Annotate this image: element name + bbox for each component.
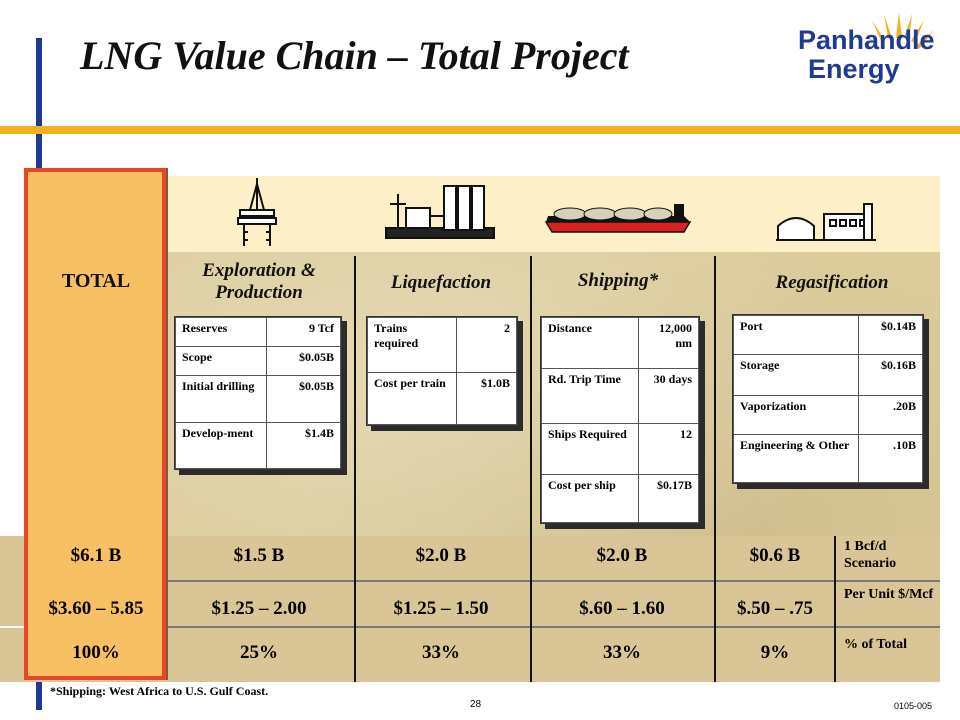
- table-cell-label: Cost per train: [367, 372, 457, 425]
- lng-tanker-icon: [544, 204, 692, 233]
- table-cell-value: $0.17B: [638, 474, 699, 523]
- total-column: [24, 168, 166, 680]
- table-cell-value: 30 days: [638, 368, 699, 424]
- oil-rig-icon: [237, 178, 277, 246]
- document-code: 0105-005: [894, 701, 933, 711]
- row1-exploration: $1.5 B: [233, 545, 285, 566]
- row2-regas: $.50 – .75: [737, 598, 813, 619]
- row1-label: 1 Bcf/d Scenario: [844, 539, 897, 571]
- table-cell-value: .10B: [858, 434, 923, 483]
- row1-regas: $0.6 B: [749, 545, 801, 566]
- column-divider-3: [714, 256, 716, 682]
- row1-liquefaction: $2.0 B: [415, 545, 467, 566]
- row2-shipping: $.60 – 1.60: [579, 598, 665, 619]
- table-cell-value: 12,000 nm: [638, 317, 699, 369]
- table-cell-value: $0.14B: [858, 315, 923, 355]
- table-row: Cost per train $1.0B: [367, 372, 517, 425]
- row3-total: 100%: [72, 642, 120, 663]
- table-cell-label: Reserves: [175, 317, 267, 347]
- sunburst-logo-icon: [862, 12, 934, 49]
- table-cell-value: 9 Tcf: [266, 317, 341, 347]
- table-cell-label: Rd. Trip Time: [541, 368, 639, 424]
- row3-exploration: 25%: [240, 642, 278, 663]
- header-exploration: Exploration & Production: [202, 260, 316, 303]
- exploration-detail-table: Reserves 9 Tcf Scope $0.05B Initial drilli…: [174, 316, 342, 470]
- header-regasification: Regasification: [775, 272, 889, 293]
- liquefaction-detail-table: Trains required 2 Cost per train $1.0B: [366, 316, 518, 426]
- table-cell-value: $1.0B: [456, 372, 517, 425]
- table-cell-value: 12: [638, 423, 699, 475]
- footnote: *Shipping: West Africa to U.S. Gulf Coas…: [50, 684, 269, 698]
- row3-shipping: 33%: [603, 642, 641, 663]
- regasification-terminal-icon: [776, 203, 876, 241]
- table-row: Engineering & Other .10B: [733, 434, 923, 483]
- row2-liquefaction: $1.25 – 1.50: [393, 598, 489, 619]
- table-cell-value: $1.4B: [266, 421, 341, 469]
- gold-divider: [0, 126, 960, 134]
- table-cell-value: $0.05B: [266, 375, 341, 423]
- table-cell-label: Cost per ship: [541, 474, 639, 523]
- table-row: Initial drilling $0.05B: [175, 375, 341, 423]
- table-row: Vaporization .20B: [733, 395, 923, 435]
- table-cell-label: Distance: [541, 317, 639, 369]
- table-cell-label: Scope: [175, 346, 267, 376]
- panhandle-energy-logo: Panhandle Energy: [778, 8, 948, 98]
- table-row: Port $0.14B: [733, 315, 923, 355]
- column-divider-4: [834, 536, 836, 682]
- column-divider-2: [530, 256, 532, 682]
- table-cell-label: Ships Required: [541, 423, 639, 475]
- row1-total: $6.1 B: [70, 545, 122, 566]
- table-cell-label: Develop-ment: [175, 421, 267, 469]
- page-title: LNG Value Chain – Total Project: [80, 33, 629, 78]
- header-liquefaction: Liquefaction: [390, 272, 492, 293]
- table-row: Reserves 9 Tcf: [175, 317, 341, 347]
- logo-line2: Energy: [808, 54, 900, 84]
- table-row: Scope $0.05B: [175, 346, 341, 376]
- table-cell-value: .20B: [858, 395, 923, 435]
- table-cell-label: Port: [733, 315, 859, 355]
- table-row: Distance 12,000 nm: [541, 317, 699, 369]
- table-cell-label: Engineering & Other: [733, 434, 859, 483]
- table-cell-label: Trains required: [367, 317, 457, 373]
- header-total: TOTAL: [61, 270, 131, 292]
- page-number: 28: [470, 699, 482, 710]
- row2-total: $3.60 – 5.85: [48, 598, 144, 619]
- table-cell-label: Initial drilling: [175, 375, 267, 423]
- table-row: Storage $0.16B: [733, 354, 923, 396]
- logo-line1: Panhandle: [798, 25, 935, 55]
- table-row: Trains required 2: [367, 317, 517, 373]
- table-cell-value: 2: [456, 317, 517, 373]
- row-separator-1: [30, 580, 940, 582]
- row2-exploration: $1.25 – 2.00: [211, 598, 307, 619]
- liquefaction-plant-icon: [385, 185, 495, 239]
- table-row: Cost per ship $0.17B: [541, 474, 699, 523]
- table-row: Ships Required 12: [541, 423, 699, 475]
- row3-liquefaction: 33%: [422, 642, 460, 663]
- table-cell-value: $0.16B: [858, 354, 923, 396]
- column-divider-1: [354, 256, 356, 682]
- regas-detail-table: Port $0.14B Storage $0.16B Vaporization .20…: [732, 314, 924, 484]
- row1-shipping: $2.0 B: [596, 545, 648, 566]
- table-row: Rd. Trip Time 30 days: [541, 368, 699, 424]
- table-cell-label: Storage: [733, 354, 859, 396]
- shipping-detail-table: Distance 12,000 nm Rd. Trip Time 30 days S…: [540, 316, 700, 524]
- row-separator-2: [30, 626, 940, 628]
- row2-label: Per Unit $/Mcf: [844, 587, 934, 602]
- table-cell-value: $0.05B: [266, 346, 341, 376]
- row3-label: % of Total: [844, 637, 908, 652]
- header-shipping: Shipping*: [577, 270, 659, 291]
- row3-regas: 9%: [760, 642, 790, 663]
- table-row: Develop-ment $1.4B: [175, 421, 341, 469]
- table-cell-label: Vaporization: [733, 395, 859, 435]
